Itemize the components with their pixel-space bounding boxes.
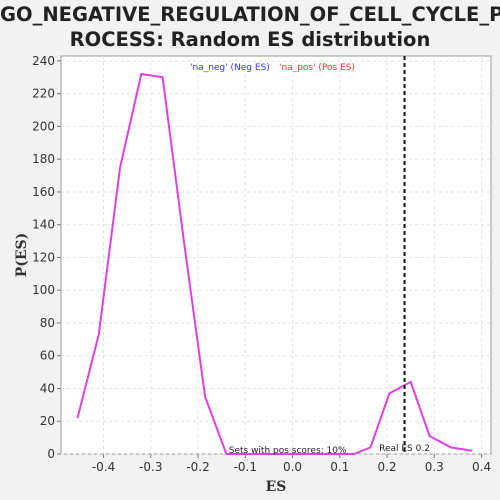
x-tick-label: -0.2 xyxy=(186,460,209,474)
chart-title: GO_NEGATIVE_REGULATION_OF_CELL_CYCLE_P R… xyxy=(0,2,500,52)
y-axis-ticks: 0 20 40 60 80 100 120 140 160 180 200 220 240 xyxy=(32,54,61,461)
y-tick-label: 60 xyxy=(40,349,55,363)
y-tick-label: 20 xyxy=(40,414,55,428)
x-axis-label: ES xyxy=(266,479,287,495)
x-axis-ticks: -0.4 -0.3 -0.2 -0.1 0.0 0.1 0.2 0.3 0.4 xyxy=(92,454,491,474)
y-tick-label: 120 xyxy=(32,250,55,264)
y-tick-label: 160 xyxy=(32,185,55,199)
y-tick-label: 80 xyxy=(40,316,55,330)
y-tick-label: 140 xyxy=(32,218,55,232)
y-tick-label: 220 xyxy=(32,87,55,101)
x-tick-label: 0.0 xyxy=(283,460,302,474)
y-tick-label: 240 xyxy=(32,54,55,68)
y-tick-label: 180 xyxy=(32,152,55,166)
plot-area xyxy=(60,55,492,455)
x-tick-label: -0.4 xyxy=(92,460,115,474)
real-es-label: Real ES 0.2 xyxy=(379,444,430,454)
legend-neg-es: 'na_neg' (Neg ES) xyxy=(190,63,270,73)
x-tick-label: -0.1 xyxy=(234,460,257,474)
y-tick-label: 40 xyxy=(40,381,55,395)
pos-scores-annotation: Sets with pos scores: 10% xyxy=(229,446,347,456)
x-tick-label: 0.4 xyxy=(472,460,491,474)
y-tick-label: 200 xyxy=(32,119,55,133)
es-distribution-line xyxy=(76,72,473,455)
x-tick-label: 0.2 xyxy=(377,460,396,474)
y-tick-label: 0 xyxy=(47,447,55,461)
x-tick-label: 0.1 xyxy=(330,460,349,474)
legend-pos-es: 'na_pos' (Pos ES) xyxy=(279,63,355,73)
y-axis-label: P(ES) xyxy=(14,233,30,278)
x-tick-label: 0.3 xyxy=(425,460,444,474)
chart-title-line-1: GO_NEGATIVE_REGULATION_OF_CELL_CYCLE_P xyxy=(0,3,500,26)
x-tick-label: -0.3 xyxy=(139,460,162,474)
y-tick-label: 100 xyxy=(32,283,55,297)
grid-lines xyxy=(61,56,491,455)
chart-title-line-2: ROCESS: Random ES distribution xyxy=(69,28,431,51)
